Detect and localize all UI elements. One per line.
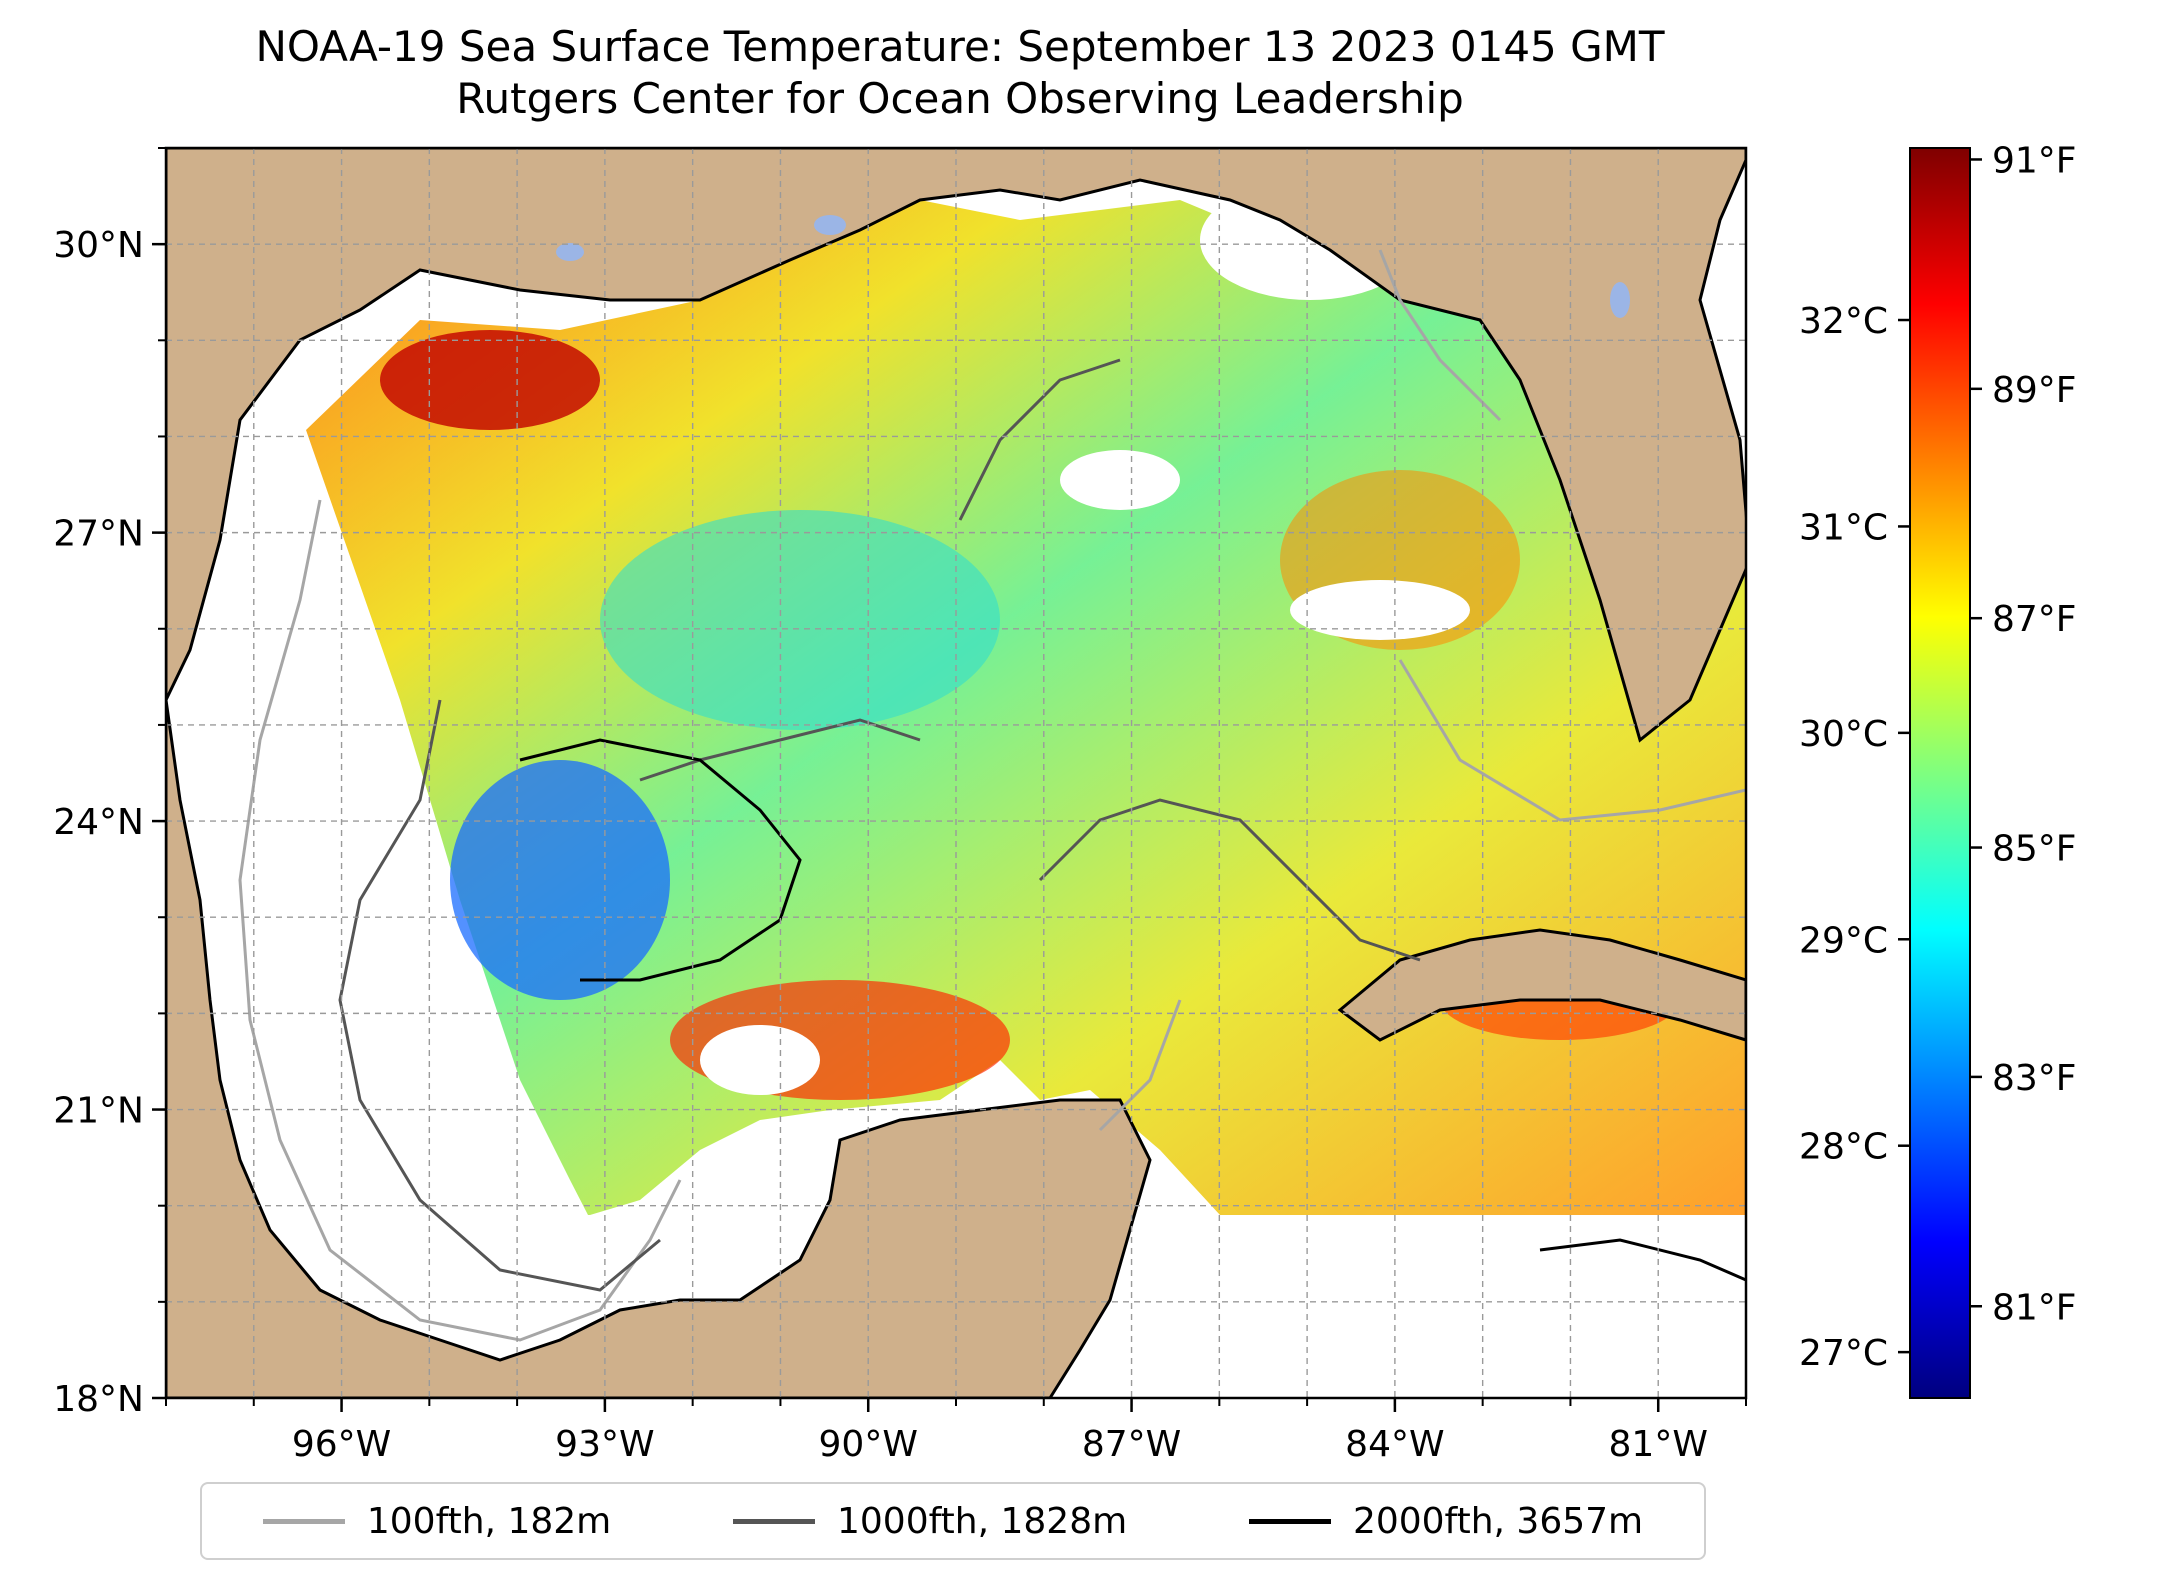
colorbar-c-label: 30°C xyxy=(1799,714,1888,755)
contour-legend: 100fth, 182m 1000fth, 1828m 2000fth, 365… xyxy=(200,1482,1706,1560)
colorbar-f-label: 87°F xyxy=(1992,599,2077,640)
legend-item-100fth: 100fth, 182m xyxy=(262,1500,612,1542)
legend-item-2000fth: 2000fth, 3657m xyxy=(1248,1500,1644,1542)
lon-tick-label: 96°W xyxy=(292,1424,391,1465)
colorbar-fahrenheit-axis: 91°F 89°F 87°F 85°F 83°F 81°F xyxy=(1970,140,2077,1328)
legend-swatch xyxy=(1248,1518,1331,1524)
legend-label: 2000fth, 3657m xyxy=(1352,1500,1644,1542)
cloud-gap xyxy=(1060,450,1180,510)
lake xyxy=(814,215,846,235)
land-mexico xyxy=(166,699,1152,1398)
lon-tick-label: 87°W xyxy=(1082,1424,1181,1465)
cool-area-central xyxy=(600,510,1000,730)
lat-tick-label: 24°N xyxy=(53,802,144,843)
latitude-axis: 30°N 27°N 24°N 21°N 18°N xyxy=(53,147,166,1420)
colorbar-f-label: 89°F xyxy=(1992,370,2077,411)
lat-tick-label: 18°N xyxy=(53,1379,144,1420)
cool-area-west xyxy=(450,760,670,1000)
contour-1000fth xyxy=(338,358,1421,1292)
colorbar-f-label: 81°F xyxy=(1992,1287,2077,1328)
colorbar-c-label: 28°C xyxy=(1799,1127,1888,1168)
colorbar-c-label: 29°C xyxy=(1799,920,1888,961)
lon-tick-label: 90°W xyxy=(819,1424,918,1465)
sst-swath xyxy=(306,200,1746,1215)
colorbar-celsius-axis: 32°C 31°C 30°C 29°C 28°C 27°C xyxy=(1799,301,1910,1374)
lat-tick-label: 27°N xyxy=(53,514,144,555)
land-cuba xyxy=(1337,928,1746,1042)
contour-100fth xyxy=(238,249,1746,1342)
colorbar-f-label: 83°F xyxy=(1992,1058,2077,1099)
colorbar-c-label: 27°C xyxy=(1799,1333,1888,1374)
colorbar-c-label: 32°C xyxy=(1799,301,1888,342)
cloud-gap xyxy=(700,1025,820,1095)
colorbar-f-label: 91°F xyxy=(1992,140,2077,181)
legend-item-1000fth: 1000fth, 1828m xyxy=(733,1501,1127,1542)
longitude-axis: 96°W 93°W 90°W 87°W 84°W 81°W xyxy=(165,1398,1747,1465)
legend-swatch xyxy=(733,1518,815,1524)
cloud-gap xyxy=(1290,580,1470,640)
lat-tick-label: 21°N xyxy=(53,1091,144,1132)
lake xyxy=(556,243,584,261)
legend-label: 1000fth, 1828m xyxy=(837,1500,1128,1542)
warm-core-nw xyxy=(380,330,600,430)
colorbar-f-label: 85°F xyxy=(1992,829,2077,870)
lat-tick-label: 30°N xyxy=(53,225,144,266)
legend-label: 100fth, 182m xyxy=(366,1500,612,1542)
colorbar-c-label: 31°C xyxy=(1799,507,1888,548)
legend-swatch xyxy=(262,1518,345,1524)
lon-tick-label: 84°W xyxy=(1345,1424,1444,1465)
colorbar xyxy=(1909,147,1971,1399)
contour-2000fth xyxy=(519,738,1746,1282)
lon-tick-label: 81°W xyxy=(1609,1424,1708,1465)
lon-tick-label: 93°W xyxy=(555,1424,654,1465)
map-title: NOAA-19 Sea Surface Temperature: Septemb… xyxy=(255,22,1665,71)
map-subtitle: Rutgers Center for Ocean Observing Leade… xyxy=(456,74,1464,123)
lake xyxy=(1610,282,1630,318)
